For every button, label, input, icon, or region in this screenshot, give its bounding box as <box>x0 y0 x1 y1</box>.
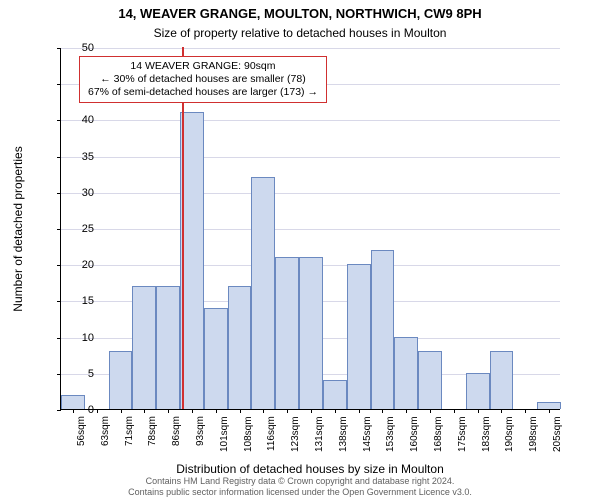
y-tick-label: 10 <box>64 332 94 344</box>
y-tick-label: 0 <box>64 404 94 416</box>
histogram-bar <box>204 308 228 409</box>
x-tick-mark <box>121 409 122 413</box>
y-tick-mark <box>57 410 61 411</box>
grid-line <box>61 229 560 230</box>
y-axis-title: Number of detached properties <box>11 146 25 311</box>
histogram-bar <box>299 257 323 409</box>
x-tick-mark <box>430 409 431 413</box>
x-tick-label: 116sqm <box>266 416 277 451</box>
x-tick-label: 183sqm <box>481 416 492 452</box>
x-tick-label: 190sqm <box>504 416 515 452</box>
chart-title: 14, WEAVER GRANGE, MOULTON, NORTHWICH, C… <box>0 6 600 21</box>
x-tick-label: 153sqm <box>385 416 396 452</box>
histogram-bar <box>275 257 299 409</box>
histogram-bar <box>466 373 490 409</box>
y-tick-mark <box>57 229 61 230</box>
footer-attribution: Contains HM Land Registry data © Crown c… <box>0 476 600 498</box>
x-tick-label: 205sqm <box>552 416 563 452</box>
histogram-bar <box>537 402 561 409</box>
x-tick-mark <box>263 409 264 413</box>
x-tick-label: 63sqm <box>100 416 111 446</box>
x-tick-mark <box>454 409 455 413</box>
grid-line <box>61 120 560 121</box>
histogram-bar <box>251 177 275 409</box>
x-tick-label: 160sqm <box>409 416 420 452</box>
y-tick-mark <box>57 48 61 49</box>
y-tick-mark <box>57 301 61 302</box>
y-tick-label: 15 <box>64 295 94 307</box>
x-tick-mark <box>97 409 98 413</box>
histogram-bar <box>132 286 156 409</box>
histogram-bar <box>156 286 180 409</box>
x-tick-label: 123sqm <box>290 416 301 452</box>
x-tick-label: 175sqm <box>457 416 468 452</box>
x-tick-mark <box>311 409 312 413</box>
x-tick-mark <box>525 409 526 413</box>
x-tick-mark <box>406 409 407 413</box>
annotation-box: 14 WEAVER GRANGE: 90sqm← 30% of detached… <box>79 56 327 103</box>
grid-line <box>61 193 560 194</box>
histogram-bar <box>418 351 442 409</box>
histogram-bar <box>323 380 347 409</box>
x-tick-label: 56sqm <box>76 416 87 446</box>
x-tick-mark <box>216 409 217 413</box>
x-tick-label: 131sqm <box>314 416 325 452</box>
x-tick-label: 101sqm <box>219 416 230 452</box>
histogram-bar <box>109 351 133 409</box>
x-tick-label: 86sqm <box>171 416 182 446</box>
plot-area: 14 WEAVER GRANGE: 90sqm← 30% of detached… <box>60 48 560 410</box>
histogram-bar <box>490 351 514 409</box>
x-tick-mark <box>549 409 550 413</box>
x-tick-mark <box>144 409 145 413</box>
y-tick-label: 25 <box>64 223 94 235</box>
x-tick-label: 198sqm <box>528 416 539 452</box>
histogram-bar <box>347 264 371 409</box>
y-tick-mark <box>57 374 61 375</box>
y-tick-label: 20 <box>64 259 94 271</box>
x-tick-label: 78sqm <box>147 416 158 446</box>
footer-line-2: Contains public sector information licen… <box>0 487 600 498</box>
footer-line-1: Contains HM Land Registry data © Crown c… <box>0 476 600 487</box>
x-tick-mark <box>168 409 169 413</box>
y-tick-mark <box>57 84 61 85</box>
x-tick-mark <box>335 409 336 413</box>
x-tick-label: 71sqm <box>124 416 135 446</box>
annotation-line: ← 30% of detached houses are smaller (78… <box>88 73 318 86</box>
x-tick-mark <box>478 409 479 413</box>
x-tick-mark <box>501 409 502 413</box>
y-tick-mark <box>57 193 61 194</box>
x-tick-mark <box>359 409 360 413</box>
annotation-line: 14 WEAVER GRANGE: 90sqm <box>88 60 318 73</box>
y-tick-mark <box>57 338 61 339</box>
y-tick-label: 50 <box>64 42 94 54</box>
annotation-line: 67% of semi-detached houses are larger (… <box>88 86 318 99</box>
y-tick-label: 35 <box>64 151 94 163</box>
grid-line <box>61 157 560 158</box>
x-tick-label: 108sqm <box>243 416 254 452</box>
y-tick-label: 30 <box>64 187 94 199</box>
chart-container: 14, WEAVER GRANGE, MOULTON, NORTHWICH, C… <box>0 0 600 500</box>
histogram-bar <box>394 337 418 409</box>
x-tick-mark <box>240 409 241 413</box>
x-tick-label: 168sqm <box>433 416 444 452</box>
x-tick-label: 138sqm <box>338 416 349 452</box>
x-tick-mark <box>192 409 193 413</box>
y-tick-mark <box>57 157 61 158</box>
x-tick-label: 145sqm <box>362 416 373 452</box>
histogram-bar <box>371 250 395 409</box>
y-tick-label: 5 <box>64 368 94 380</box>
histogram-bar <box>228 286 252 409</box>
x-tick-mark <box>287 409 288 413</box>
grid-line <box>61 48 560 49</box>
y-tick-label: 40 <box>64 114 94 126</box>
x-tick-mark <box>382 409 383 413</box>
x-axis-title: Distribution of detached houses by size … <box>60 462 560 476</box>
y-tick-mark <box>57 265 61 266</box>
y-tick-mark <box>57 120 61 121</box>
chart-subtitle: Size of property relative to detached ho… <box>0 26 600 40</box>
x-tick-label: 93sqm <box>195 416 206 446</box>
